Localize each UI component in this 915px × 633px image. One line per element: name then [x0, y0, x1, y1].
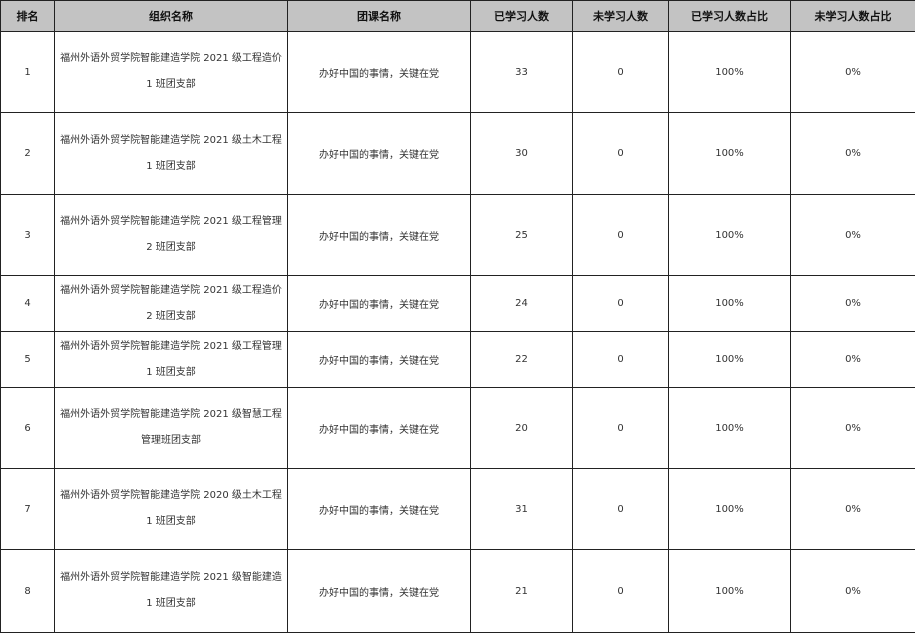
cell-not-learned-count: 0: [573, 550, 669, 633]
cell-not-learned-ratio: 0%: [791, 276, 915, 332]
header-course-name: 团课名称: [288, 1, 471, 32]
cell-not-learned-ratio: 0%: [791, 113, 915, 195]
cell-not-learned-count: 0: [573, 469, 669, 550]
cell-not-learned-count: 0: [573, 113, 669, 195]
cell-course-name: 办好中国的事情，关键在党: [288, 550, 471, 633]
cell-org-name: 福州外语外贸学院智能建造学院 2021 级工程管理 2 班团支部: [55, 195, 288, 276]
cell-not-learned-ratio: 0%: [791, 332, 915, 388]
cell-course-name: 办好中国的事情，关键在党: [288, 32, 471, 113]
cell-not-learned-ratio: 0%: [791, 195, 915, 276]
cell-rank: 7: [1, 469, 55, 550]
cell-rank: 1: [1, 32, 55, 113]
cell-learned-ratio: 100%: [669, 332, 791, 388]
cell-learned-count: 21: [471, 550, 573, 633]
cell-course-name: 办好中国的事情，关键在党: [288, 332, 471, 388]
cell-org-name: 福州外语外贸学院智能建造学院 2021 级土木工程 1 班团支部: [55, 113, 288, 195]
cell-not-learned-count: 0: [573, 276, 669, 332]
cell-not-learned-ratio: 0%: [791, 388, 915, 469]
header-learned-ratio: 已学习人数占比: [669, 1, 791, 32]
cell-rank: 3: [1, 195, 55, 276]
cell-learned-ratio: 100%: [669, 550, 791, 633]
cell-not-learned-count: 0: [573, 195, 669, 276]
cell-org-name: 福州外语外贸学院智能建造学院 2021 级智慧工程管理班团支部: [55, 388, 288, 469]
cell-rank: 2: [1, 113, 55, 195]
cell-not-learned-count: 0: [573, 388, 669, 469]
cell-course-name: 办好中国的事情，关键在党: [288, 388, 471, 469]
cell-learned-ratio: 100%: [669, 276, 791, 332]
cell-org-name: 福州外语外贸学院智能建造学院 2021 级智能建造 1 班团支部: [55, 550, 288, 633]
cell-not-learned-count: 0: [573, 32, 669, 113]
cell-learned-count: 22: [471, 332, 573, 388]
header-not-learned-ratio: 未学习人数占比: [791, 1, 915, 32]
header-row: 排名组织名称团课名称已学习人数未学习人数已学习人数占比未学习人数占比: [1, 1, 915, 32]
cell-org-name: 福州外语外贸学院智能建造学院 2021 级工程造价 2 班团支部: [55, 276, 288, 332]
cell-learned-ratio: 100%: [669, 388, 791, 469]
cell-course-name: 办好中国的事情，关键在党: [288, 113, 471, 195]
header-learned-count: 已学习人数: [471, 1, 573, 32]
cell-learned-ratio: 100%: [669, 113, 791, 195]
cell-learned-count: 20: [471, 388, 573, 469]
cell-learned-count: 30: [471, 113, 573, 195]
cell-learned-ratio: 100%: [669, 469, 791, 550]
cell-not-learned-ratio: 0%: [791, 469, 915, 550]
cell-rank: 4: [1, 276, 55, 332]
cell-not-learned-count: 0: [573, 332, 669, 388]
cell-org-name: 福州外语外贸学院智能建造学院 2021 级工程造价 1 班团支部: [55, 32, 288, 113]
cell-course-name: 办好中国的事情，关键在党: [288, 469, 471, 550]
cell-course-name: 办好中国的事情，关键在党: [288, 195, 471, 276]
cell-org-name: 福州外语外贸学院智能建造学院 2020 级土木工程 1 班团支部: [55, 469, 288, 550]
cell-rank: 6: [1, 388, 55, 469]
cell-learned-ratio: 100%: [669, 32, 791, 113]
cell-rank: 5: [1, 332, 55, 388]
cell-org-name: 福州外语外贸学院智能建造学院 2021 级工程管理 1 班团支部: [55, 332, 288, 388]
header-not-learned-count: 未学习人数: [573, 1, 669, 32]
cell-learned-count: 25: [471, 195, 573, 276]
cell-not-learned-ratio: 0%: [791, 550, 915, 633]
header-rank: 排名: [1, 1, 55, 32]
cell-course-name: 办好中国的事情，关键在党: [288, 276, 471, 332]
cell-learned-count: 31: [471, 469, 573, 550]
cell-learned-count: 33: [471, 32, 573, 113]
cell-learned-ratio: 100%: [669, 195, 791, 276]
cell-rank: 8: [1, 550, 55, 633]
cell-not-learned-ratio: 0%: [791, 32, 915, 113]
cell-learned-count: 24: [471, 276, 573, 332]
header-org-name: 组织名称: [55, 1, 288, 32]
